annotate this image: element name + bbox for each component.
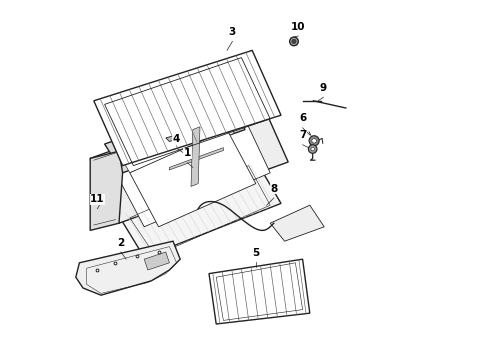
Circle shape bbox=[311, 147, 315, 151]
Polygon shape bbox=[170, 148, 223, 170]
Polygon shape bbox=[191, 127, 200, 186]
Circle shape bbox=[308, 145, 317, 153]
Text: 7: 7 bbox=[299, 130, 306, 140]
Polygon shape bbox=[130, 130, 256, 227]
Text: 8: 8 bbox=[270, 184, 277, 194]
Polygon shape bbox=[144, 252, 170, 270]
Polygon shape bbox=[94, 50, 281, 166]
Polygon shape bbox=[90, 97, 288, 223]
Circle shape bbox=[292, 39, 296, 44]
Polygon shape bbox=[104, 101, 245, 173]
Text: 1: 1 bbox=[184, 148, 191, 158]
Text: 5: 5 bbox=[252, 248, 259, 258]
Text: 11: 11 bbox=[90, 194, 105, 204]
Text: 9: 9 bbox=[320, 83, 327, 93]
Text: 6: 6 bbox=[299, 113, 306, 123]
Polygon shape bbox=[209, 259, 310, 324]
Circle shape bbox=[309, 136, 319, 146]
Circle shape bbox=[290, 37, 298, 46]
Polygon shape bbox=[90, 151, 122, 230]
Circle shape bbox=[312, 139, 317, 143]
Polygon shape bbox=[166, 135, 180, 141]
Polygon shape bbox=[76, 241, 180, 295]
Polygon shape bbox=[119, 160, 281, 257]
Polygon shape bbox=[116, 108, 234, 173]
Text: 4: 4 bbox=[173, 134, 180, 144]
Polygon shape bbox=[112, 112, 270, 227]
Text: 2: 2 bbox=[117, 238, 124, 248]
Text: 3: 3 bbox=[229, 27, 236, 37]
Polygon shape bbox=[270, 205, 324, 241]
Text: 10: 10 bbox=[291, 22, 306, 32]
